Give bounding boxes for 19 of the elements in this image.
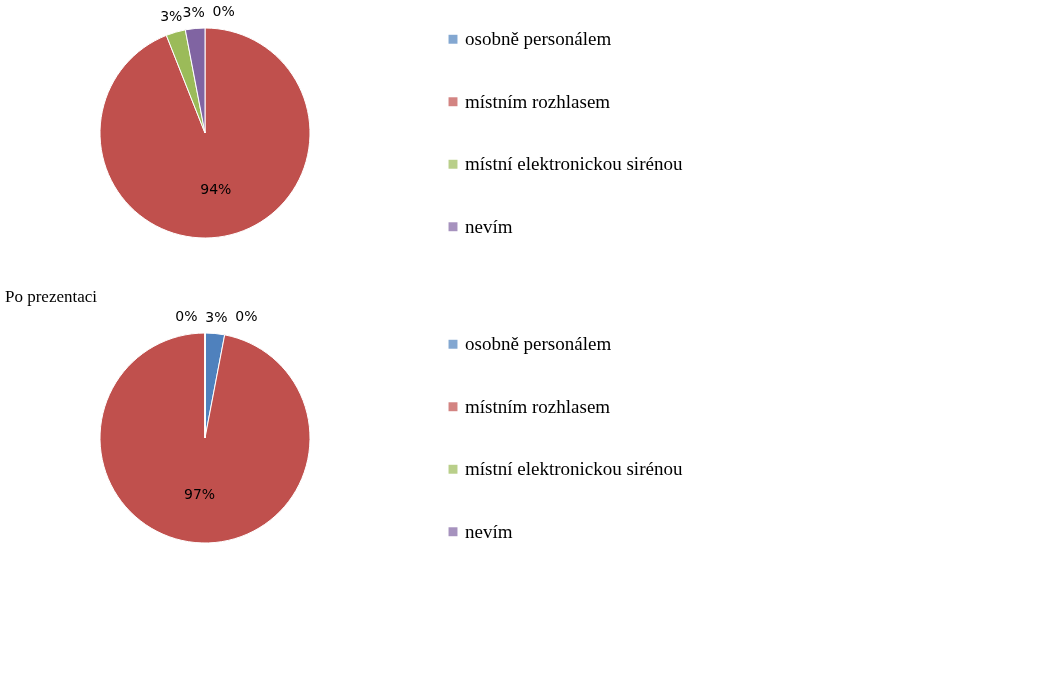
legend-label: nevím <box>465 520 513 542</box>
legend-label: místním rozhlasem <box>465 395 611 417</box>
legend-label: osobně personálem <box>465 333 612 355</box>
data-label: 3% <box>182 3 205 20</box>
pie-slice <box>99 27 311 239</box>
legend-label: místním rozhlasem <box>465 90 611 112</box>
legend-label: nevím <box>465 215 513 237</box>
pie-slice <box>99 332 311 544</box>
data-label: 3% <box>160 7 183 24</box>
legend-label: osobně personálem <box>465 28 612 50</box>
data-label: 3% <box>205 308 228 325</box>
legend-label: místní elektronickou sirénou <box>465 458 683 480</box>
legend-label: místní elektronickou sirénou <box>465 153 683 175</box>
data-label: 97% <box>184 486 216 503</box>
data-label: 94% <box>200 180 232 197</box>
chart-title: Po prezentaci <box>5 287 98 306</box>
text: 0% <box>212 3 235 19</box>
text: 0% <box>235 308 258 324</box>
text: 0% <box>175 308 198 324</box>
